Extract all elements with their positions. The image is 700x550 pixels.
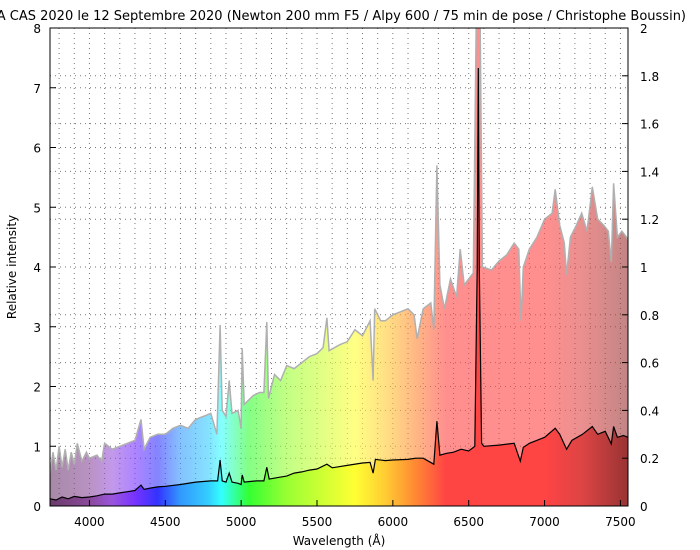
x-tick-label: 6500 — [453, 515, 484, 529]
y2-tick-label: 1.8 — [640, 70, 659, 84]
y-tick-label: 1 — [33, 440, 41, 454]
x-tick-label: 4000 — [74, 515, 105, 529]
y-tick-label: 4 — [33, 261, 41, 275]
y-tick-label: 2 — [33, 381, 41, 395]
y-tick-label: 8 — [33, 22, 41, 36]
y-tick-label: 0 — [33, 500, 41, 514]
y-tick-label: 7 — [33, 82, 41, 96]
y2-tick-label: 2 — [640, 22, 648, 36]
y2-tick-label: 1 — [640, 261, 648, 275]
x-tick-label: 4500 — [150, 515, 181, 529]
y2-tick-label: 0.4 — [640, 404, 659, 418]
x-tick-label: 5500 — [302, 515, 333, 529]
y2-tick-label: 0 — [640, 500, 648, 514]
axes: 4000 4500 5000 5500 6000 6500 7000 7500 0 1 2 3 4 5 6 7… — [33, 22, 659, 529]
y-tick-label: 3 — [33, 321, 41, 335]
spectrum-lower-fill — [50, 68, 628, 506]
x-tick-label: 6000 — [378, 515, 409, 529]
y-axis-label: Relative intensity — [5, 215, 19, 319]
y-tick-label: 6 — [33, 142, 41, 156]
y-tick-label: 5 — [33, 201, 41, 215]
y2-tick-label: 1.4 — [640, 165, 659, 179]
y2-tick-label: 0.6 — [640, 357, 659, 371]
x-axis-label: Wavelength (Å) — [293, 533, 386, 548]
chart-title: NOVA CAS 2020 le 12 Septembre 2020 (Newt… — [0, 9, 686, 24]
y2-tick-label: 0.8 — [640, 309, 659, 323]
y2-tick-label: 1.2 — [640, 213, 659, 227]
spectrum-upper-fill — [50, 28, 628, 506]
x-tick-label: 7500 — [605, 515, 636, 529]
x-tick-label: 7000 — [529, 515, 560, 529]
series-line-raw — [50, 28, 628, 474]
series-line-calibrated — [50, 67, 628, 501]
y2-tick-label: 1.6 — [640, 118, 659, 132]
y2-tick-label: 0.2 — [640, 452, 659, 466]
x-tick-label: 5000 — [226, 515, 257, 529]
